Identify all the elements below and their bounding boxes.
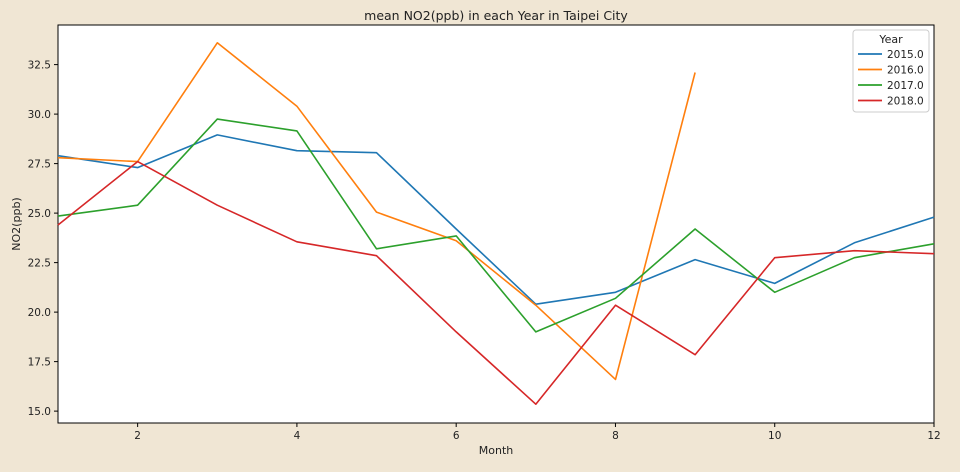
x-tick-label: 8 [612, 430, 619, 442]
y-axis: 15.0 17.5 20.0 22.5 25.0 27.5 30.0 32.5 [28, 60, 58, 418]
y-tick-label: 20.0 [28, 307, 51, 319]
x-tick-label: 10 [768, 430, 781, 442]
x-tick-label: 4 [294, 430, 301, 442]
y-axis-label: NO2(ppb) [10, 197, 23, 250]
y-tick-label: 17.5 [28, 357, 51, 369]
y-tick-label: 32.5 [28, 60, 51, 72]
chart-title: mean NO2(ppb) in each Year in Taipei Cit… [364, 8, 628, 23]
series-line-2016.0 [57, 41, 696, 381]
plot-area [57, 24, 935, 424]
legend-entry-label: 2016.0 [887, 65, 924, 77]
y-tick-label: 25.0 [28, 208, 51, 220]
x-tick-label: 12 [927, 430, 940, 442]
x-tick-label: 6 [453, 430, 460, 442]
y-tick-label: 27.5 [28, 159, 51, 171]
x-axis-label: Month [479, 444, 514, 457]
legend-title: Year [878, 33, 903, 46]
legend-entry-label: 2018.0 [887, 96, 924, 108]
legend: Year 2015.0 2016.0 2017.0 2018.0 [852, 29, 930, 113]
y-tick-label: 22.5 [28, 258, 51, 270]
series-line-2018.0 [57, 160, 935, 406]
x-axis: 2 4 6 8 10 12 [134, 423, 941, 442]
series-line-2017.0 [57, 118, 935, 333]
legend-entry-label: 2017.0 [887, 80, 924, 92]
series-lines [57, 41, 935, 406]
legend-entry-label: 2015.0 [887, 49, 924, 61]
series-line-2015.0 [57, 134, 935, 306]
x-tick-label: 2 [134, 430, 141, 442]
y-tick-label: 15.0 [28, 406, 51, 418]
y-tick-label: 30.0 [28, 109, 51, 121]
legend-box [852, 29, 930, 113]
